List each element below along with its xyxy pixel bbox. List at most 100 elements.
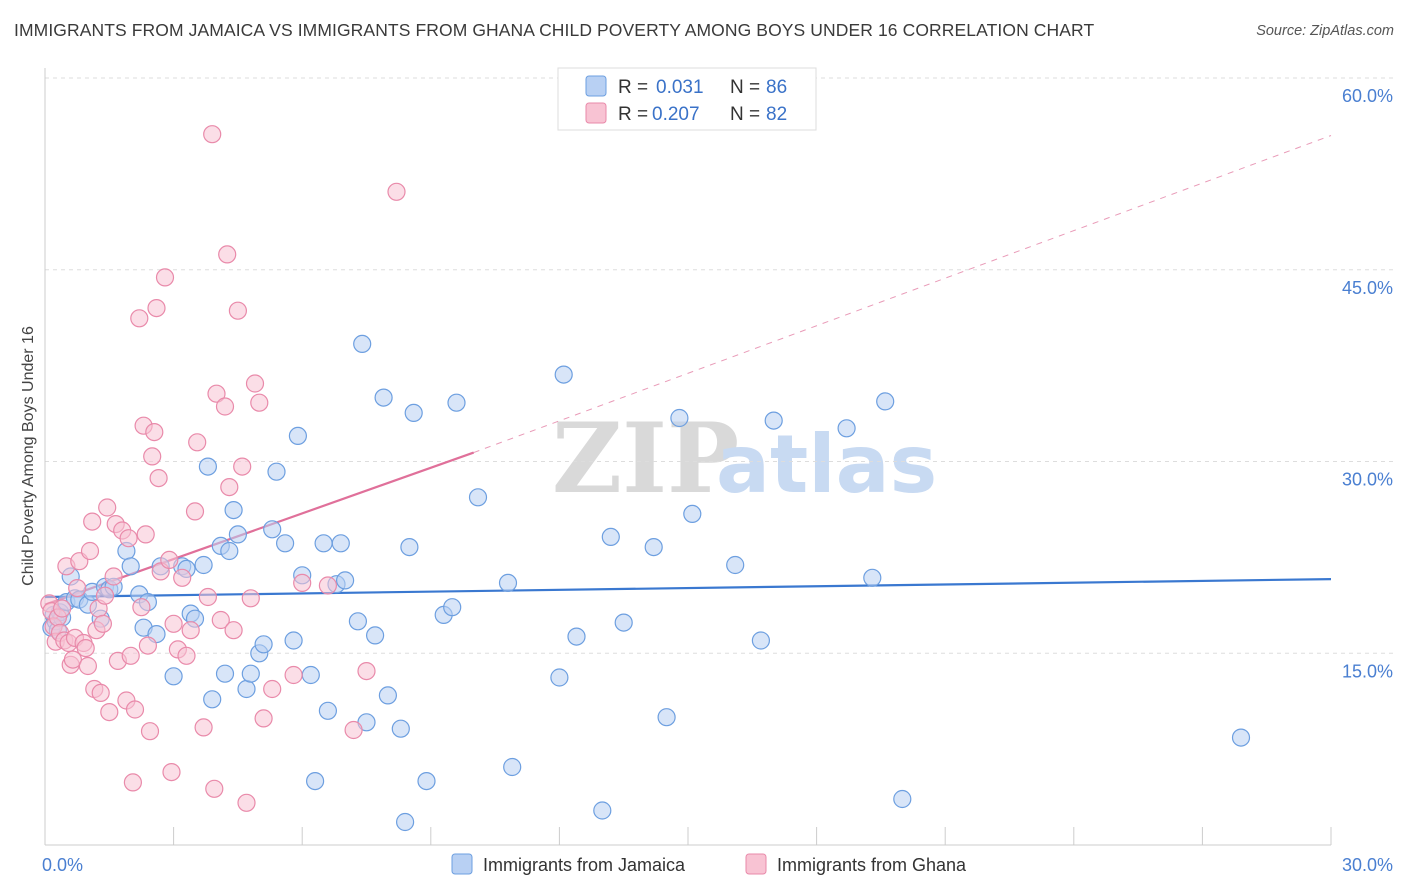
point-ghana-63 [211,610,230,630]
point-ghana-23 [91,683,110,703]
point-jamaica-62 [404,403,423,422]
point-ghana-41 [138,636,157,655]
point-ghana-57 [188,433,207,452]
point-jamaica-82 [764,411,783,430]
legend-n-label-jamaica: N = [730,77,760,98]
point-jamaica-29 [198,457,217,476]
point-ghana-28 [104,567,123,586]
point-jamaica-68 [498,573,518,593]
point-ghana-6 [52,599,72,618]
point-jamaica-34 [224,501,243,520]
point-ghana-67 [224,621,243,640]
y-axis-label: Child Poverty Among Boys Under 16 [20,326,37,586]
legend-n-value-ghana: 82 [766,104,787,125]
point-ghana-69 [233,457,252,476]
watermark-zip: ZIP [552,402,739,515]
point-jamaica-80 [726,555,745,575]
point-jamaica-78 [670,408,689,428]
point-ghana-48 [155,268,175,287]
point-ghana-51 [164,614,183,633]
legend-r-value-ghana: 0.207 [652,104,700,125]
point-jamaica-41 [267,462,286,481]
point-jamaica-83 [837,419,856,438]
point-ghana-43 [143,447,162,466]
point-ghana-70 [237,793,256,812]
point-jamaica-46 [301,665,320,685]
point-ghana-58 [194,718,213,737]
point-ghana-24 [93,614,113,633]
point-jamaica-81 [751,631,771,650]
point-jamaica-35 [228,525,247,544]
legend-box: R = 0.031 N = 86 R = 0.207 N = 82 [557,67,817,131]
point-ghana-16 [76,638,95,658]
bottom-legend-label-jamaica: Immigrants from Jamaica [483,855,686,875]
point-jamaica-61 [400,537,419,557]
point-ghana-79 [344,720,363,740]
point-jamaica-59 [391,719,410,738]
legend-swatch-jamaica [585,75,607,97]
point-ghana-17 [78,656,98,676]
point-ghana-62 [207,384,226,403]
point-ghana-80 [357,661,376,681]
x-tick-label-1: 30.0% [1342,855,1393,875]
point-ghana-75 [263,679,282,699]
point-ghana-53 [173,568,192,587]
source-credit: Source: ZipAtlas.com [1256,23,1394,39]
point-jamaica-65 [443,598,462,617]
point-jamaica-33 [220,541,239,561]
point-ghana-54 [177,646,196,665]
legend-n-label-ghana: N = [730,104,760,125]
y-tick-label-0: 15.0% [1342,661,1393,681]
point-jamaica-42 [276,534,295,553]
point-jamaica-87 [1231,728,1251,747]
legend-r-label-jamaica: R = [618,77,648,98]
point-ghana-49 [160,550,179,570]
point-jamaica-76 [644,537,663,557]
point-jamaica-60 [396,812,415,832]
point-ghana-13 [68,578,87,598]
legend-r-label-ghana: R = [618,104,648,125]
point-ghana-25 [95,586,115,605]
point-jamaica-72 [567,627,586,646]
point-jamaica-47 [306,771,325,791]
point-jamaica-75 [614,613,633,632]
point-jamaica-23 [164,667,183,686]
point-jamaica-43 [284,631,303,650]
point-ghana-44 [145,423,164,442]
point-jamaica-53 [348,612,367,631]
point-jamaica-30 [203,690,222,709]
point-ghana-35 [123,773,142,792]
point-jamaica-37 [241,664,260,683]
point-ghana-19 [83,512,102,531]
point-ghana-68 [228,301,247,320]
point-jamaica-44 [288,426,307,445]
point-ghana-50 [162,762,181,782]
point-ghana-26 [98,498,117,517]
point-jamaica-85 [876,392,895,411]
point-jamaica-70 [550,668,569,687]
point-ghana-65 [218,245,237,264]
bottom-legend: Immigrants from Jamaica Immigrants from … [451,853,967,875]
point-ghana-78 [318,576,337,595]
point-ghana-38 [132,598,151,617]
point-jamaica-86 [893,789,912,809]
point-jamaica-39 [254,635,273,654]
point-jamaica-63 [417,771,436,791]
point-ghana-81 [387,182,406,201]
point-ghana-55 [181,621,200,640]
point-ghana-73 [250,393,269,412]
point-jamaica-74 [601,527,620,547]
axes [44,68,1332,846]
point-jamaica-36 [237,679,256,699]
point-jamaica-73 [593,801,612,820]
point-ghana-34 [121,646,140,665]
point-ghana-42 [140,722,160,741]
point-ghana-59 [198,587,217,607]
point-jamaica-57 [374,388,393,407]
chart-title: IMMIGRANTS FROM JAMAICA VS IMMIGRANTS FR… [14,20,1095,40]
point-jamaica-58 [378,686,397,705]
point-ghana-64 [215,397,235,416]
point-jamaica-40 [263,520,282,539]
point-ghana-77 [293,573,312,593]
